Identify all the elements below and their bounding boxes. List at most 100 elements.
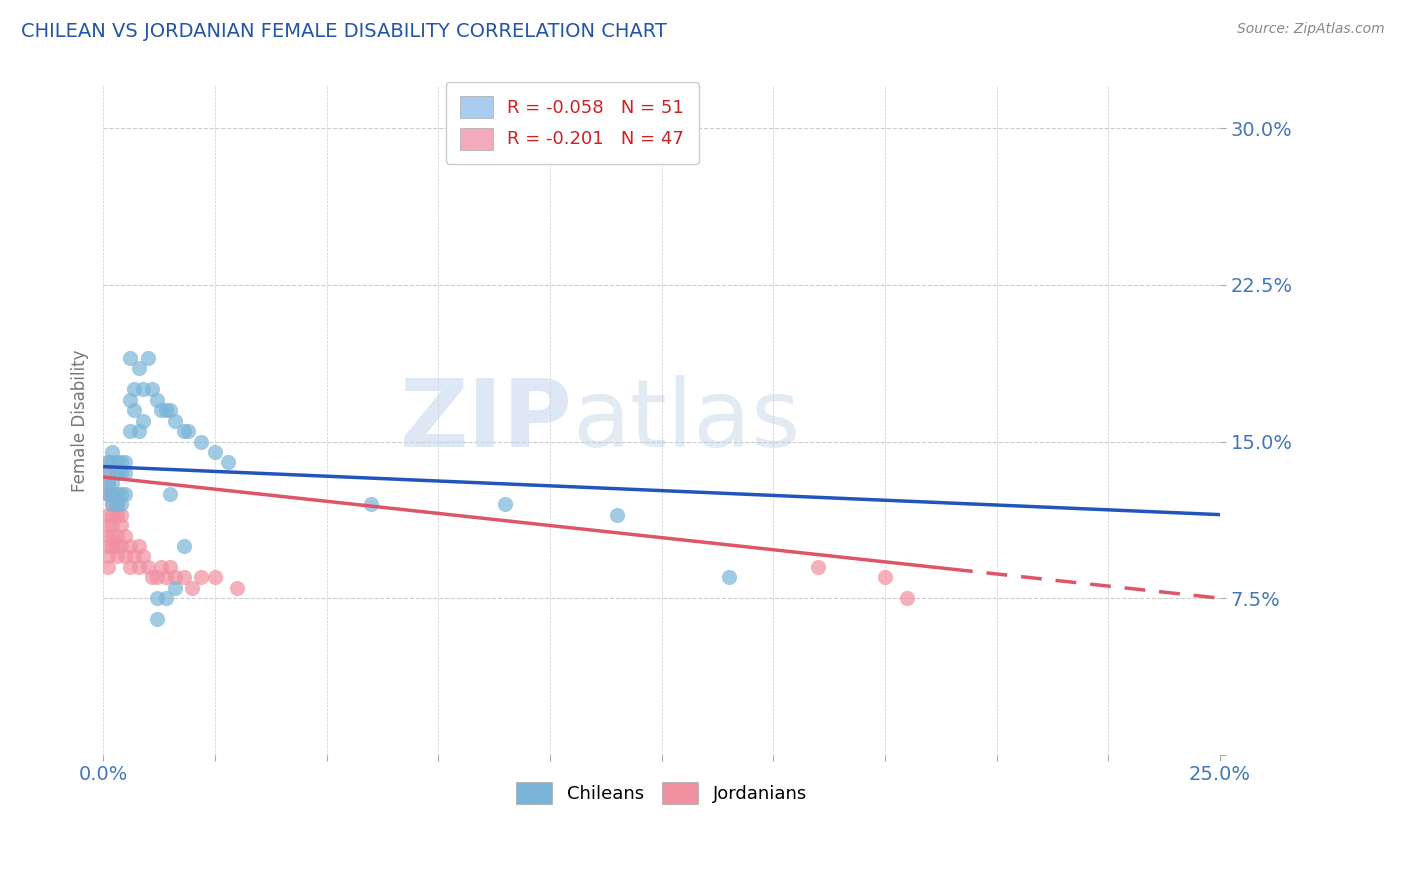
Point	[97, 549, 120, 564]
Point	[118, 424, 141, 438]
Point	[97, 508, 120, 522]
Point	[97, 539, 120, 553]
Point	[101, 528, 124, 542]
Point	[105, 455, 128, 469]
Point	[105, 497, 128, 511]
Point	[101, 497, 124, 511]
Point	[136, 351, 159, 365]
Point	[873, 570, 896, 584]
Text: CHILEAN VS JORDANIAN FEMALE DISABILITY CORRELATION CHART: CHILEAN VS JORDANIAN FEMALE DISABILITY C…	[21, 22, 666, 41]
Text: ZIP: ZIP	[399, 375, 572, 467]
Point	[145, 392, 167, 407]
Point	[110, 487, 132, 501]
Point	[132, 549, 155, 564]
Point	[97, 528, 120, 542]
Point	[105, 487, 128, 501]
Point	[141, 382, 163, 396]
Point	[97, 466, 120, 480]
Point	[163, 581, 186, 595]
Point	[105, 497, 128, 511]
Point	[110, 508, 132, 522]
Point	[97, 476, 120, 491]
Legend: Chileans, Jordanians: Chileans, Jordanians	[508, 772, 815, 813]
Point	[155, 403, 177, 417]
Point	[118, 351, 141, 365]
Point	[101, 455, 124, 469]
Point	[97, 455, 120, 469]
Point	[190, 570, 212, 584]
Point	[807, 560, 830, 574]
Point	[101, 539, 124, 553]
Point	[114, 455, 136, 469]
Point	[896, 591, 918, 606]
Point	[128, 560, 150, 574]
Point	[159, 487, 181, 501]
Point	[101, 487, 124, 501]
Point	[110, 539, 132, 553]
Point	[105, 549, 128, 564]
Point	[124, 549, 146, 564]
Point	[110, 455, 132, 469]
Point	[136, 560, 159, 574]
Point	[606, 508, 628, 522]
Point	[360, 497, 382, 511]
Point	[110, 518, 132, 533]
Point	[128, 361, 150, 376]
Point	[118, 539, 141, 553]
Point	[494, 497, 516, 511]
Point	[132, 382, 155, 396]
Point	[118, 392, 141, 407]
Point	[159, 560, 181, 574]
Point	[114, 528, 136, 542]
Point	[155, 570, 177, 584]
Point	[217, 455, 239, 469]
Point	[181, 581, 204, 595]
Point	[114, 549, 136, 564]
Point	[105, 508, 128, 522]
Point	[118, 560, 141, 574]
Point	[204, 570, 226, 584]
Point	[145, 591, 167, 606]
Point	[97, 466, 120, 480]
Point	[101, 445, 124, 459]
Point	[717, 570, 740, 584]
Point	[105, 539, 128, 553]
Point	[97, 518, 120, 533]
Point	[190, 434, 212, 449]
Point	[204, 445, 226, 459]
Point	[97, 560, 120, 574]
Point	[97, 487, 120, 501]
Point	[114, 487, 136, 501]
Point	[128, 539, 150, 553]
Point	[173, 570, 195, 584]
Point	[145, 612, 167, 626]
Point	[124, 382, 146, 396]
Point	[101, 497, 124, 511]
Point	[155, 591, 177, 606]
Point	[150, 560, 173, 574]
Point	[97, 476, 120, 491]
Point	[124, 403, 146, 417]
Point	[177, 424, 200, 438]
Point	[173, 539, 195, 553]
Point	[105, 528, 128, 542]
Point	[114, 466, 136, 480]
Y-axis label: Female Disability: Female Disability	[72, 350, 89, 491]
Point	[141, 570, 163, 584]
Point	[101, 476, 124, 491]
Point	[163, 570, 186, 584]
Point	[101, 518, 124, 533]
Point	[173, 424, 195, 438]
Text: Source: ZipAtlas.com: Source: ZipAtlas.com	[1237, 22, 1385, 37]
Point	[163, 414, 186, 428]
Point	[150, 403, 173, 417]
Point	[128, 424, 150, 438]
Point	[226, 581, 249, 595]
Point	[145, 570, 167, 584]
Point	[97, 487, 120, 501]
Point	[101, 508, 124, 522]
Point	[132, 414, 155, 428]
Point	[105, 466, 128, 480]
Point	[159, 403, 181, 417]
Point	[101, 487, 124, 501]
